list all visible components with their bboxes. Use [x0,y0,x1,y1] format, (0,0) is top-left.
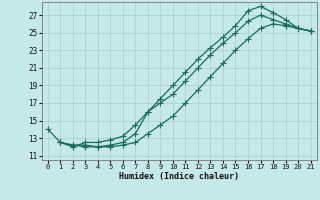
X-axis label: Humidex (Indice chaleur): Humidex (Indice chaleur) [119,172,239,181]
